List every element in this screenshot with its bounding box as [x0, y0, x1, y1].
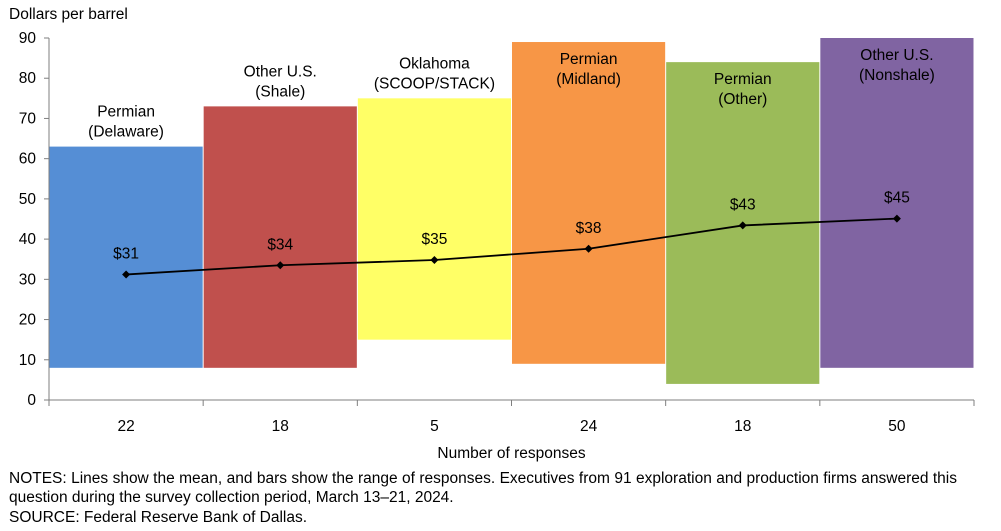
- mean-marker: [122, 270, 131, 279]
- y-tick-label: 20: [19, 312, 37, 329]
- y-axis-title: Dollars per barrel: [9, 6, 128, 23]
- bar-category-label: Permian: [97, 104, 155, 121]
- y-tick-label: 50: [19, 191, 37, 208]
- mean-data-label: $31: [113, 246, 139, 263]
- mean-data-label: $34: [267, 236, 293, 253]
- bar-category-label: Permian: [714, 71, 772, 88]
- mean-line: [126, 217, 897, 276]
- range-bar: [820, 38, 974, 368]
- bar-category-label: (Delaware): [88, 124, 164, 141]
- mean-marker: [892, 214, 901, 223]
- y-tick-label: 30: [19, 271, 37, 288]
- y-tick-label: 60: [19, 151, 37, 168]
- range-bar: [49, 146, 203, 368]
- y-tick-label: 0: [27, 392, 36, 409]
- x-tick-label: 18: [734, 418, 751, 435]
- mean-marker: [276, 261, 285, 270]
- x-tick-label: 18: [272, 418, 289, 435]
- bar-category-label: (Other): [718, 91, 767, 108]
- x-tick-label: 24: [580, 418, 598, 435]
- mean-marker: [738, 221, 747, 230]
- mean-marker: [430, 256, 439, 265]
- y-tick-label: 80: [19, 70, 37, 87]
- range-bar: [357, 98, 511, 340]
- chart-notes: NOTES: Lines show the mean, and bars sho…: [9, 470, 957, 506]
- bar-category-label: (SCOOP/STACK): [374, 75, 495, 92]
- mean-data-label: $38: [576, 220, 602, 237]
- range-bar-chart: Dollars per barrel Permian (Delaware) Other…: [9, 6, 975, 462]
- bar-category-label: (Nonshale): [859, 67, 935, 84]
- x-tick-label: 22: [117, 418, 134, 435]
- y-tick-label: 90: [19, 30, 37, 47]
- range-bar: [512, 42, 666, 364]
- bar-category-label: (Shale): [255, 83, 305, 100]
- bar-category-label: Other U.S.: [244, 63, 317, 80]
- bar-category-label: Other U.S.: [860, 47, 933, 64]
- mean-marker: [584, 244, 593, 253]
- y-tick-label: 10: [19, 352, 37, 369]
- x-tick-label: 5: [430, 418, 439, 435]
- chart-source: SOURCE: Federal Reserve Bank of Dallas.: [9, 509, 308, 526]
- bar-category-label: (Midland): [556, 71, 621, 88]
- x-tick-label: 50: [888, 418, 906, 435]
- mean-data-label: $43: [730, 196, 756, 213]
- bar-category-label: Oklahoma: [399, 55, 470, 72]
- y-tick-label: 40: [19, 231, 37, 248]
- mean-data-label: $35: [421, 231, 447, 248]
- x-axis-title: Number of responses: [437, 445, 585, 462]
- range-bar: [203, 106, 357, 368]
- y-tick-label: 70: [19, 110, 37, 127]
- bar-category-label: Permian: [560, 51, 618, 68]
- mean-data-label: $45: [884, 190, 910, 207]
